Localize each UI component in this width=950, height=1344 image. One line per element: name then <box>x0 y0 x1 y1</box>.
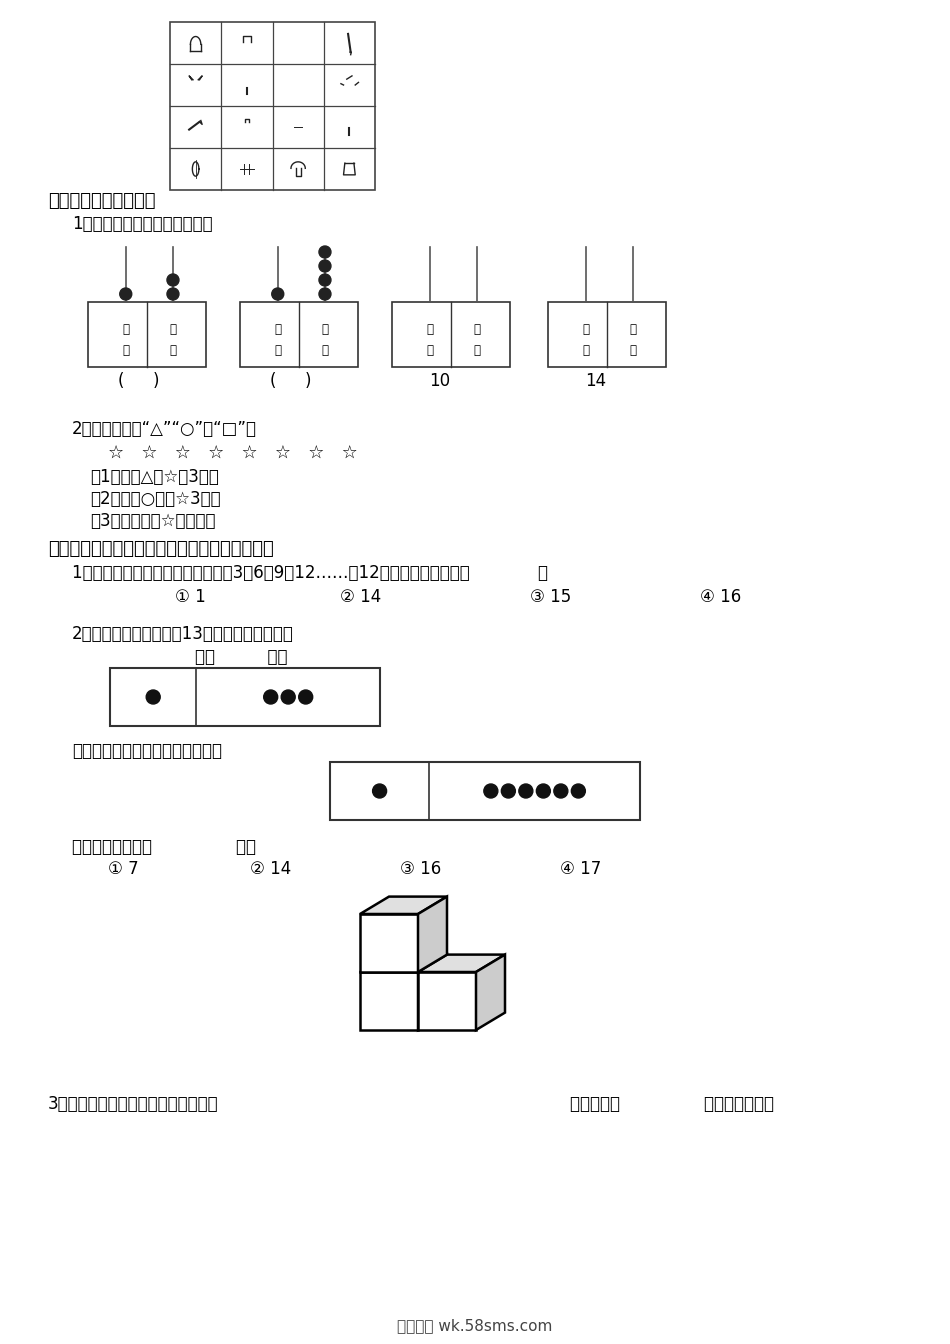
Circle shape <box>319 246 331 258</box>
Circle shape <box>502 784 515 798</box>
Circle shape <box>281 689 295 704</box>
Text: 个: 个 <box>169 323 177 336</box>
Circle shape <box>264 689 277 704</box>
Text: 位: 位 <box>169 344 177 358</box>
Text: 2、奇奇用算珠表示数字13，它是这样表示的：: 2、奇奇用算珠表示数字13，它是这样表示的： <box>72 625 294 642</box>
Text: 丁丁用同样的方法用算珠表示数：: 丁丁用同样的方法用算珠表示数： <box>72 742 222 759</box>
Bar <box>88 302 206 367</box>
Circle shape <box>298 689 313 704</box>
Text: ① 7: ① 7 <box>108 860 139 878</box>
Polygon shape <box>418 954 447 1030</box>
Text: 十: 十 <box>427 323 433 336</box>
Text: 3、小林用小正方体摆成了这样的形状: 3、小林用小正方体摆成了这样的形状 <box>48 1095 218 1113</box>
Text: 1、看珠子写数，看数画珠子。: 1、看珠子写数，看数画珠子。 <box>72 215 213 233</box>
Bar <box>110 668 380 726</box>
Circle shape <box>319 259 331 271</box>
Text: ): ) <box>305 372 312 390</box>
Text: 1、苗苗小朋友制成这样一排数字：3、6、9、12……，12后面的第一个数是（             ）: 1、苗苗小朋友制成这样一排数字：3、6、9、12……，12后面的第一个数是（ ） <box>72 564 548 582</box>
Text: ): ) <box>153 372 160 390</box>
Text: 丁丁表示的数是（                ）。: 丁丁表示的数是（ ）。 <box>72 839 256 856</box>
Text: 位: 位 <box>630 344 636 358</box>
Text: （2）画的○比少☆3个。: （2）画的○比少☆3个。 <box>90 491 220 508</box>
Text: ④ 16: ④ 16 <box>700 589 741 606</box>
Polygon shape <box>418 972 476 1030</box>
Bar <box>239 164 254 173</box>
Circle shape <box>120 288 132 300</box>
Circle shape <box>554 784 568 798</box>
Text: 五八文库 wk.58sms.com: 五八文库 wk.58sms.com <box>397 1318 553 1333</box>
Text: ② 14: ② 14 <box>250 860 292 878</box>
Circle shape <box>167 288 179 300</box>
Text: 十: 十 <box>123 323 129 336</box>
Circle shape <box>372 784 387 798</box>
Text: 位: 位 <box>582 344 589 358</box>
Text: ③ 16: ③ 16 <box>400 860 441 878</box>
Text: 位: 位 <box>321 344 329 358</box>
Text: 五、写一写，画一画。: 五、写一写，画一画。 <box>48 192 156 210</box>
Text: ① 1: ① 1 <box>175 589 206 606</box>
Polygon shape <box>360 896 447 914</box>
Text: 位: 位 <box>427 344 433 358</box>
Circle shape <box>319 288 331 300</box>
Text: （1）画的△比☆多3个。: （1）画的△比☆多3个。 <box>90 468 218 487</box>
Text: 位: 位 <box>275 344 281 358</box>
Bar <box>240 302 358 367</box>
Text: ② 14: ② 14 <box>340 589 381 606</box>
Bar <box>392 302 510 367</box>
Polygon shape <box>418 896 447 972</box>
Polygon shape <box>418 954 505 972</box>
Text: 10: 10 <box>428 372 449 390</box>
Circle shape <box>272 288 284 300</box>
Text: 个: 个 <box>321 323 329 336</box>
Polygon shape <box>360 914 418 972</box>
Circle shape <box>167 274 179 286</box>
Bar <box>292 122 305 132</box>
Text: ，他用了（                ）块小正方体。: ，他用了（ ）块小正方体。 <box>570 1095 774 1113</box>
Polygon shape <box>360 954 447 972</box>
Text: 六、选一选。（将正确答案的序号填在括号里）: 六、选一选。（将正确答案的序号填在括号里） <box>48 540 274 558</box>
Circle shape <box>571 784 585 798</box>
Polygon shape <box>360 972 418 1030</box>
Text: ④ 17: ④ 17 <box>560 860 601 878</box>
Circle shape <box>484 784 498 798</box>
Text: 个: 个 <box>473 323 481 336</box>
Text: (: ( <box>118 372 124 390</box>
Bar <box>170 22 375 190</box>
Text: 十位          个位: 十位 个位 <box>195 648 288 667</box>
Text: ☆   ☆   ☆   ☆   ☆   ☆   ☆   ☆: ☆ ☆ ☆ ☆ ☆ ☆ ☆ ☆ <box>108 444 358 462</box>
Text: 14: 14 <box>584 372 606 390</box>
Text: ③ 15: ③ 15 <box>530 589 571 606</box>
Circle shape <box>537 784 550 798</box>
Text: （3）画的口和☆同样多。: （3）画的口和☆同样多。 <box>90 512 216 530</box>
Circle shape <box>519 784 533 798</box>
Text: 个: 个 <box>630 323 636 336</box>
Circle shape <box>146 689 161 704</box>
Text: (: ( <box>270 372 275 390</box>
Text: 位: 位 <box>473 344 481 358</box>
Bar <box>330 762 640 820</box>
Text: 十: 十 <box>275 323 281 336</box>
Text: 2、根据要求画“△”“○”和“□”。: 2、根据要求画“△”“○”和“□”。 <box>72 419 257 438</box>
Text: 十: 十 <box>582 323 589 336</box>
Polygon shape <box>476 954 505 1030</box>
Bar <box>548 302 666 367</box>
Text: 位: 位 <box>123 344 129 358</box>
Circle shape <box>319 274 331 286</box>
